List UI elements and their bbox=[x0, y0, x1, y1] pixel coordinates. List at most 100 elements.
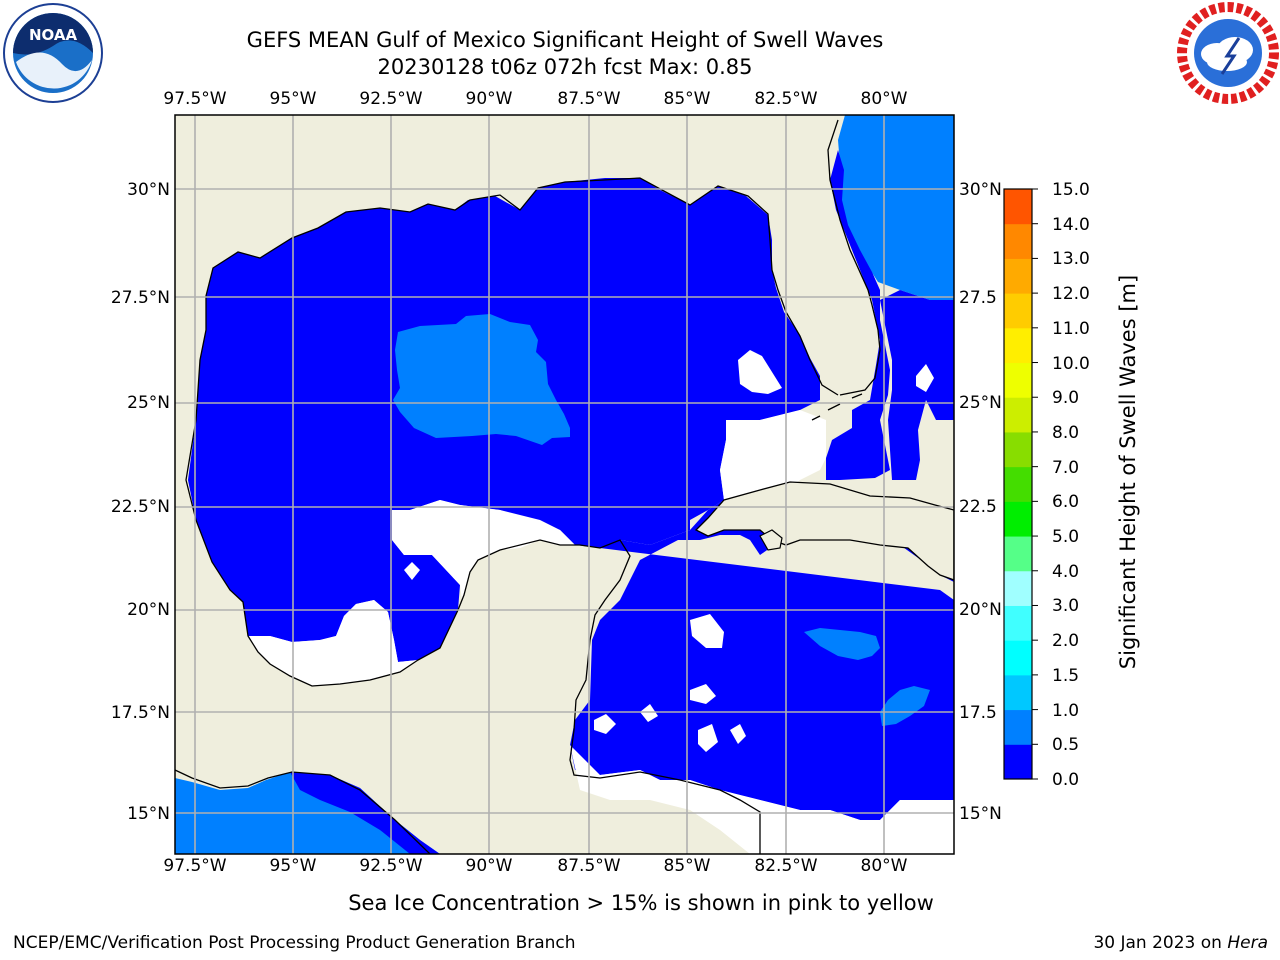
lon-label-top: 90°W bbox=[465, 89, 513, 109]
colorbar-tick-label: 4.0 bbox=[1052, 561, 1080, 582]
lon-label-top: 97.5°W bbox=[163, 89, 227, 109]
colorbar-tick-label: 5.0 bbox=[1052, 527, 1080, 548]
colorbar-tick-label: 0.5 bbox=[1052, 735, 1080, 756]
lon-label-bottom: 90°W bbox=[465, 856, 513, 876]
lon-label-bottom: 87.5°W bbox=[557, 856, 621, 876]
lat-label-right: 20°N bbox=[959, 600, 1002, 620]
nodata-patch-e bbox=[916, 364, 934, 392]
colorbar-tick-label: 12.0 bbox=[1052, 284, 1090, 305]
isla-juventud bbox=[759, 529, 783, 551]
lon-label-bottom: 97.5°W bbox=[163, 856, 227, 876]
lon-label-top: 85°W bbox=[663, 89, 711, 109]
colorbar-tick-label: 10.0 bbox=[1052, 353, 1090, 374]
colorbar-tick-label: 8.0 bbox=[1052, 422, 1080, 443]
caribbean-swell-0-5-patch-b bbox=[880, 686, 930, 726]
lon-label-bottom: 82.5°W bbox=[754, 856, 818, 876]
lon-label-top: 82.5°W bbox=[754, 89, 818, 109]
lat-label-right: 30°N bbox=[959, 180, 1002, 200]
lat-label-left: 17.5°N bbox=[110, 703, 170, 723]
lat-label-right: 22.5 bbox=[959, 497, 997, 517]
colorbar-segment bbox=[1004, 501, 1032, 537]
gulf-swell-0-5-patch bbox=[393, 314, 570, 445]
bahamas-swell-region bbox=[936, 320, 954, 400]
map-subtitle: 20230128 t06z 072h fcst Max: 0.85 bbox=[377, 55, 753, 79]
colorbar-segment bbox=[1004, 605, 1032, 641]
nodata-patch-c bbox=[594, 714, 616, 734]
nodata-keys bbox=[720, 410, 826, 500]
colorbar-segment bbox=[1004, 189, 1032, 225]
colorbar-segment bbox=[1004, 431, 1032, 468]
lon-label-top: 87.5°W bbox=[557, 89, 621, 109]
lat-label-left: 30°N bbox=[127, 180, 170, 200]
date-text: 30 Jan 2023 on bbox=[1093, 933, 1222, 953]
lon-label-bottom: 80°W bbox=[860, 856, 908, 876]
lon-label-bottom: 95°W bbox=[269, 856, 317, 876]
nodata-patch-g bbox=[640, 704, 658, 722]
lon-label-bottom: 92.5°W bbox=[359, 856, 423, 876]
colorbar-segment bbox=[1004, 397, 1032, 433]
coastline-pacific bbox=[175, 769, 431, 854]
colorbar-segment bbox=[1004, 293, 1032, 329]
nodata-gulf-honduras bbox=[570, 745, 954, 854]
colorbar-tick-label: 2.0 bbox=[1052, 631, 1080, 652]
lon-label-top: 80°W bbox=[860, 89, 908, 109]
colorbar-segment bbox=[1004, 640, 1032, 676]
colorbar-tick-label: 1.5 bbox=[1052, 665, 1080, 686]
nws-logo-icon bbox=[1177, 2, 1279, 104]
lon-label-top: 92.5°W bbox=[359, 89, 423, 109]
svg-text:NOAA: NOAA bbox=[29, 26, 78, 44]
colorbar-frame bbox=[1003, 188, 1033, 780]
nodata-patch-d bbox=[698, 724, 718, 752]
nodata-patch-f bbox=[404, 562, 420, 580]
colorbar-segment bbox=[1004, 258, 1032, 294]
lat-label-right: 27.5 bbox=[959, 288, 997, 308]
lat-label-left: 22.5°N bbox=[110, 497, 170, 517]
date-line: 30 Jan 2023 on Hera bbox=[1093, 932, 1268, 954]
colorbar-segment bbox=[1004, 466, 1032, 502]
lat-label-right: 15°N bbox=[959, 804, 1002, 824]
colorbar-segment bbox=[1004, 674, 1032, 711]
map-frame bbox=[174, 114, 955, 855]
colorbar-tick-label: 3.0 bbox=[1052, 596, 1080, 617]
caribbean-swell-region bbox=[570, 486, 954, 820]
colorbar-segment bbox=[1004, 536, 1032, 572]
nodata-patch-b bbox=[690, 684, 716, 704]
lat-label-left: 15°N bbox=[127, 804, 170, 824]
atlantic-swell-region bbox=[826, 150, 890, 480]
colorbar-segment bbox=[1004, 709, 1032, 745]
colorbar-tick-label: 7.0 bbox=[1052, 457, 1080, 478]
lat-label-right: 25°N bbox=[959, 393, 1002, 413]
colorbar-segment bbox=[1004, 744, 1032, 780]
noaa-logo-icon: NOAA bbox=[3, 3, 103, 103]
colorbar-segment bbox=[1004, 223, 1032, 259]
lon-label-top: 95°W bbox=[269, 89, 317, 109]
colorbar-segment bbox=[1004, 362, 1032, 398]
nodata-mexico-coast bbox=[248, 600, 418, 686]
map-title: GEFS MEAN Gulf of Mexico Significant Hei… bbox=[246, 28, 884, 52]
map-grid bbox=[175, 115, 954, 854]
lat-label-right: 17.5 bbox=[959, 703, 997, 723]
sea-ice-note: Sea Ice Concentration > 15% is shown in … bbox=[348, 891, 934, 915]
lon-label-bottom: 85°W bbox=[663, 856, 711, 876]
nodata-yucatan-shelf bbox=[392, 500, 575, 600]
lat-label-left: 25°N bbox=[127, 393, 170, 413]
colorbar-tick-label: 14.0 bbox=[1052, 214, 1090, 235]
colorbar-title: Significant Height of Swell Waves [m] bbox=[1116, 274, 1140, 670]
nodata-patch-h bbox=[730, 724, 746, 744]
colorbar-segment bbox=[1004, 570, 1032, 606]
nodata-patch-a bbox=[690, 614, 724, 648]
caribbean-swell-0-5-patch-a bbox=[804, 628, 880, 660]
colorbar-tick-label: 1.0 bbox=[1052, 700, 1080, 721]
florida-keys bbox=[811, 393, 863, 421]
nodata-cuba-north bbox=[738, 350, 782, 394]
colorbar bbox=[1003, 188, 1038, 780]
host-name: Hera bbox=[1227, 933, 1268, 953]
atlantic-swell-0-5-region bbox=[838, 115, 954, 300]
colorbar-segment bbox=[1004, 327, 1032, 364]
lat-label-left: 27.5°N bbox=[110, 288, 170, 308]
colorbar-tick-label: 6.0 bbox=[1052, 492, 1080, 513]
lat-label-left: 20°N bbox=[127, 600, 170, 620]
colorbar-tick-label: 11.0 bbox=[1052, 318, 1090, 339]
colorbar-tick-label: 15.0 bbox=[1052, 180, 1090, 200]
